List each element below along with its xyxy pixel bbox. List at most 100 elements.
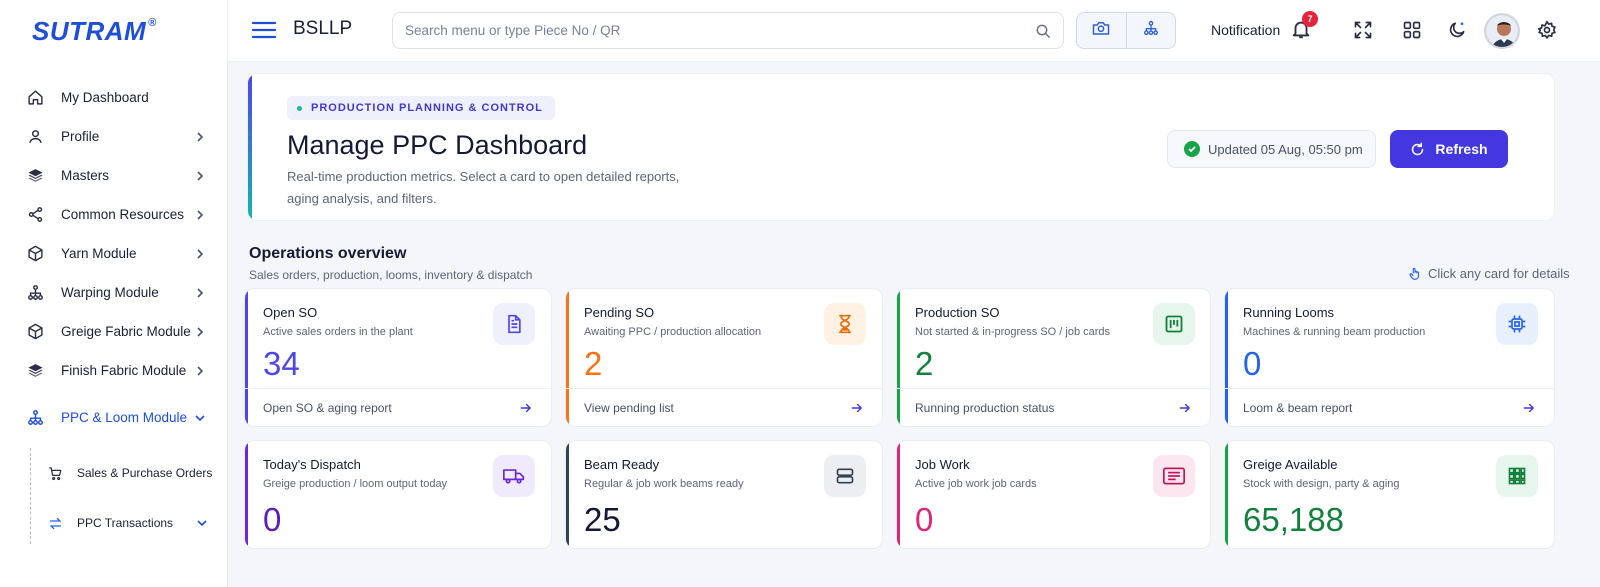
metric-card-open-so[interactable]: Open SO Active sales orders in the plant… bbox=[244, 288, 552, 427]
chevron-right-icon bbox=[194, 365, 206, 377]
page-banner: PRODUCTION PLANNING & CONTROL Manage PPC… bbox=[247, 73, 1555, 221]
card-subtitle: Active sales orders in the plant bbox=[263, 326, 413, 338]
notification-label[interactable]: Notification bbox=[1211, 22, 1281, 38]
metric-card-pending-so[interactable]: Pending SO Awaiting PPC / production all… bbox=[565, 288, 883, 427]
sidebar-item-my-dashboard[interactable]: My Dashboard bbox=[0, 78, 228, 117]
card-value: 0 bbox=[915, 501, 934, 538]
chevron-right-icon bbox=[194, 209, 206, 221]
page-description: Real-time production metrics. Select a c… bbox=[287, 169, 680, 206]
arrow-right-icon bbox=[1522, 401, 1536, 415]
sidebar-item-label: My Dashboard bbox=[61, 90, 149, 105]
click-hint: Click any card for details bbox=[1408, 266, 1570, 281]
apps-grid-icon[interactable] bbox=[1401, 19, 1423, 41]
sidebar-item-masters[interactable]: Masters bbox=[0, 156, 228, 195]
brand-registered-mark: ® bbox=[148, 17, 157, 30]
refresh-icon bbox=[1412, 142, 1424, 155]
metric-card-todays-dispatch[interactable]: Today's Dispatch Greige production / loo… bbox=[244, 440, 552, 549]
card-footer-link[interactable]: Running production status bbox=[897, 388, 1210, 426]
list-card-icon bbox=[1153, 455, 1195, 497]
settings-gear-icon[interactable] bbox=[1536, 19, 1558, 41]
card-title: Open SO bbox=[263, 305, 318, 320]
transfer-icon bbox=[47, 515, 63, 531]
notification-count-badge: 7 bbox=[1302, 11, 1318, 27]
sidebar-item-common-resources[interactable]: Common Resources bbox=[0, 195, 228, 234]
card-accent bbox=[245, 441, 248, 548]
card-title: Greige Available bbox=[1243, 457, 1338, 472]
search-icon[interactable] bbox=[1035, 23, 1051, 39]
page-title: Manage PPC Dashboard bbox=[287, 130, 588, 160]
card-subtitle: Greige production / loom output today bbox=[263, 478, 448, 490]
card-subtitle: Stock with design, party & aging bbox=[1243, 478, 1400, 490]
dark-mode-icon[interactable] bbox=[1446, 19, 1468, 41]
card-title: Job Work bbox=[915, 457, 970, 472]
card-value: 0 bbox=[1243, 345, 1262, 382]
card-accent bbox=[897, 441, 900, 548]
metric-card-greige-available[interactable]: Greige Available Stock with design, part… bbox=[1224, 440, 1555, 549]
card-title: Production SO bbox=[915, 305, 1000, 320]
home-icon bbox=[26, 89, 44, 107]
search-box bbox=[392, 12, 1064, 49]
sidebar-item-label: Greige Fabric Module bbox=[61, 324, 191, 339]
sidebar-item-warping-module[interactable]: Warping Module bbox=[0, 273, 228, 312]
card-footer-link[interactable]: View pending list bbox=[566, 388, 882, 426]
sidebar-item-ppc-loom-module[interactable]: PPC & Loom Module bbox=[0, 398, 228, 437]
metric-card-running-looms[interactable]: Running Looms Machines & running beam pr… bbox=[1224, 288, 1555, 427]
card-footer-label: Open SO & aging report bbox=[263, 400, 392, 415]
card-footer-link[interactable]: Open SO & aging report bbox=[245, 388, 551, 426]
avatar[interactable] bbox=[1484, 13, 1520, 49]
chip-icon bbox=[1496, 303, 1538, 345]
card-value: 65,188 bbox=[1243, 501, 1344, 538]
kanban-icon bbox=[1153, 303, 1195, 345]
camera-button[interactable] bbox=[1077, 13, 1126, 48]
last-updated-indicator: Updated 05 Aug, 05:50 pm bbox=[1167, 130, 1376, 168]
search-input[interactable] bbox=[405, 23, 1035, 38]
card-footer-label: Loom & beam report bbox=[1243, 400, 1353, 415]
card-value: 2 bbox=[584, 345, 603, 382]
brand-logo[interactable]: SUTRAM ® bbox=[32, 16, 157, 47]
header-tool-group bbox=[1076, 12, 1176, 49]
sidebar-item-finish-fabric-module[interactable]: Finish Fabric Module bbox=[0, 351, 228, 390]
card-value: 25 bbox=[584, 501, 621, 538]
card-title: Pending SO bbox=[584, 305, 655, 320]
card-accent bbox=[566, 289, 569, 426]
menu-toggle-icon[interactable] bbox=[251, 20, 277, 40]
card-subtitle: Not started & in-progress SO / job cards bbox=[915, 326, 1111, 338]
chevron-down-icon bbox=[194, 412, 206, 424]
sidebar-item-label: Yarn Module bbox=[61, 246, 137, 261]
card-accent bbox=[1225, 441, 1228, 548]
sidebar-subitem-ppc-transactions[interactable]: PPC Transactions bbox=[31, 498, 220, 548]
section-tag-label: PRODUCTION PLANNING & CONTROL bbox=[311, 102, 543, 114]
section-tag: PRODUCTION PLANNING & CONTROL bbox=[287, 96, 555, 120]
pointer-hand-icon bbox=[1409, 267, 1420, 280]
metric-card-beam-ready[interactable]: Beam Ready Regular & job work beams read… bbox=[565, 440, 883, 549]
user-icon bbox=[26, 128, 44, 146]
last-updated-text: Updated 05 Aug, 05:50 pm bbox=[1208, 141, 1363, 157]
org-chart-button[interactable] bbox=[1125, 13, 1176, 48]
cart-icon bbox=[47, 465, 63, 481]
chevron-right-icon bbox=[194, 287, 206, 299]
card-title: Today's Dispatch bbox=[263, 457, 361, 472]
card-accent bbox=[1225, 289, 1228, 426]
card-footer-link[interactable]: Loom & beam report bbox=[1225, 388, 1554, 426]
card-value: 34 bbox=[263, 345, 300, 382]
sidebar-item-yarn-module[interactable]: Yarn Module bbox=[0, 234, 228, 273]
document-icon bbox=[493, 303, 535, 345]
arrow-right-icon bbox=[1178, 401, 1192, 415]
sidebar-item-profile[interactable]: Profile bbox=[0, 117, 228, 156]
card-accent bbox=[897, 289, 900, 426]
card-footer-label: Running production status bbox=[915, 400, 1055, 415]
metric-card-production-so[interactable]: Production SO Not started & in-progress … bbox=[896, 288, 1211, 427]
card-subtitle: Awaiting PPC / production allocation bbox=[584, 326, 762, 338]
refresh-button[interactable]: Refresh bbox=[1390, 130, 1508, 168]
fullscreen-icon[interactable] bbox=[1352, 19, 1374, 41]
sidebar-item-label: Profile bbox=[61, 129, 100, 144]
hourglass-icon bbox=[824, 303, 866, 345]
chevron-right-icon bbox=[194, 131, 206, 143]
arrow-right-icon bbox=[850, 401, 864, 415]
check-circle-icon bbox=[1184, 141, 1200, 157]
layers-icon bbox=[26, 362, 44, 380]
sidebar-item-greige-fabric-module[interactable]: Greige Fabric Module bbox=[0, 312, 228, 351]
metric-card-job-work[interactable]: Job Work Active job work job cards 0 bbox=[896, 440, 1211, 549]
sidebar-subitem-sales-purchase-orders[interactable]: Sales & Purchase Orders bbox=[31, 448, 220, 498]
click-hint-text: Click any card for details bbox=[1428, 266, 1570, 281]
